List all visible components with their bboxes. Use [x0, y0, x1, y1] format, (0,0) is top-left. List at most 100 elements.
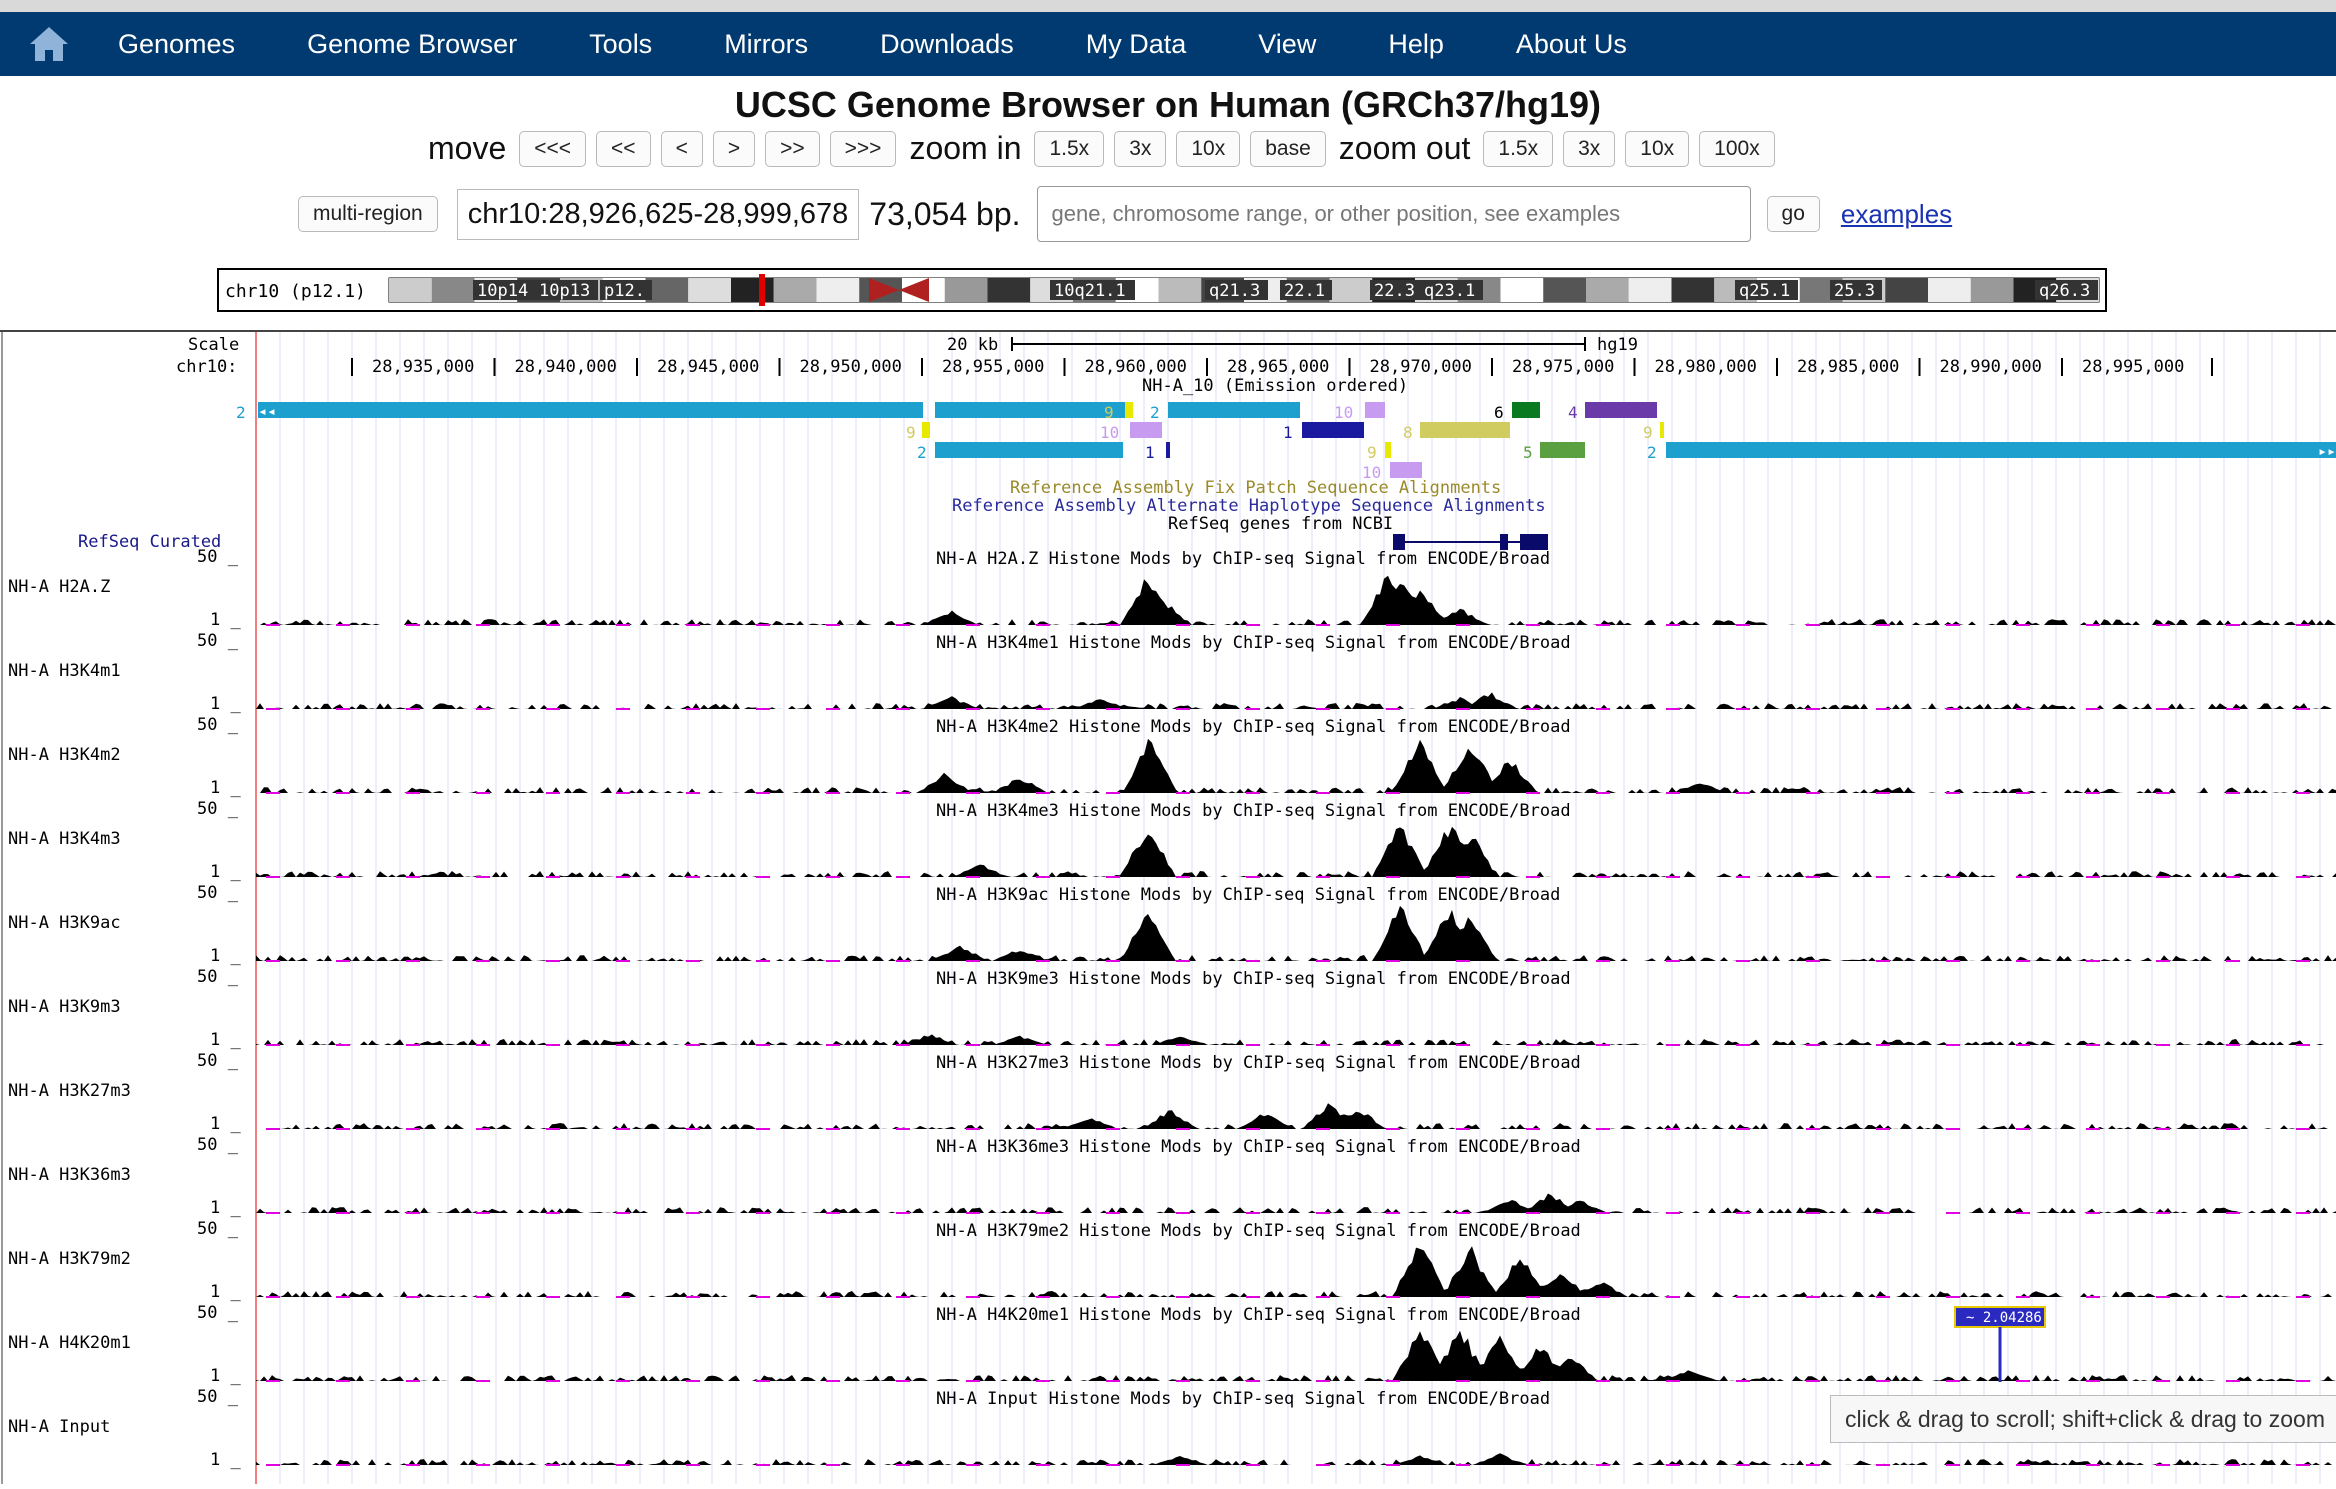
ruler-position: 28,990,000 — [1940, 357, 2042, 377]
ideogram-band-label-bg — [1205, 280, 1268, 300]
ruler-position: 28,960,000 — [1085, 357, 1187, 377]
state-segment — [1666, 442, 2336, 458]
multi-region-button[interactable]: multi-region — [298, 196, 438, 232]
ideogram-band-label: 22.1 — [1284, 281, 1325, 301]
state-number: 6 — [1494, 403, 1504, 422]
signal-track-label: NH-A H3K36m3 — [8, 1165, 131, 1185]
zoom-out-button-0[interactable]: 1.5x — [1483, 130, 1554, 167]
ideogram-band — [816, 278, 860, 302]
nav-help[interactable]: Help — [1388, 28, 1444, 59]
state-number: 1 — [1283, 423, 1293, 442]
move-button-1[interactable]: << — [596, 130, 651, 167]
signal-track-label: NH-A H4K20m1 — [8, 1333, 131, 1353]
scale-min-label: 1 _ — [210, 1030, 241, 1050]
state-number: 4 — [1568, 403, 1578, 422]
ruler-position: 28,955,000 — [942, 357, 1044, 377]
navigation-controls: move <<< << < > >> >>> zoom in 1.5x 3x 10x base … — [420, 130, 1780, 167]
nav-mirrors[interactable]: Mirrors — [724, 28, 809, 59]
state-number: 9 — [906, 423, 916, 442]
ideogram-band — [1970, 278, 2014, 302]
ideogram-band — [944, 278, 988, 302]
home-icon[interactable] — [16, 12, 82, 76]
move-button-2[interactable]: < — [660, 130, 703, 167]
top-navigation-bar: Genomes Genome Browser Tools Mirrors Downloa… — [0, 12, 2336, 76]
nav-genomes[interactable]: Genomes — [118, 28, 236, 59]
ruler-position: 28,975,000 — [1512, 357, 1614, 377]
scale-label: Scale — [188, 335, 239, 355]
ideogram-band — [1586, 278, 1629, 302]
zoom-in-button-0[interactable]: 1.5x — [1034, 130, 1105, 167]
signal-track-title: NH-A H4K20me1 Histone Mods by ChIP-seq S… — [936, 1305, 1581, 1325]
signal-track-title: NH-A H2A.Z Histone Mods by ChIP-seq Sign… — [936, 549, 1550, 569]
state-segment — [1390, 462, 1422, 478]
state-segment — [1130, 422, 1162, 438]
zoom-out-button-3[interactable]: 100x — [1699, 130, 1775, 167]
scale-min-label: 1 _ — [210, 1450, 241, 1470]
move-label: move — [428, 130, 507, 166]
ideogram-band-label-bg — [1735, 280, 1798, 300]
ruler-position: 28,950,000 — [800, 357, 902, 377]
position-display[interactable]: chr10:28,926,625-28,999,678 — [456, 188, 860, 240]
scale-min-label: 1 _ — [210, 1366, 241, 1386]
nav-about-us[interactable]: About Us — [1515, 28, 1627, 59]
zoom-in-button-1[interactable]: 3x — [1114, 130, 1167, 167]
nav-genome-browser[interactable]: Genome Browser — [307, 28, 518, 59]
move-button-3[interactable]: > — [712, 130, 756, 167]
scale-min-label: 1 _ — [210, 694, 241, 714]
nav-tools[interactable]: Tools — [589, 28, 653, 59]
position-bar: multi-region chr10:28,926,625-28,999,678… — [293, 186, 1952, 242]
state-segment — [1365, 402, 1385, 418]
signal-track-label: NH-A H3K4m3 — [8, 829, 121, 849]
refseq-side-label: RefSeq Curated — [78, 532, 221, 552]
examples-link[interactable]: examples — [1840, 198, 1953, 229]
ideogram-band — [1158, 278, 1202, 302]
state-segment — [258, 402, 923, 418]
move-button-4[interactable]: >> — [765, 130, 820, 167]
zoom-in-button-3[interactable]: base — [1250, 130, 1326, 167]
signal-track-label: NH-A H3K27m3 — [8, 1081, 131, 1101]
ruler-position: 28,995,000 — [2082, 357, 2184, 377]
move-button-0[interactable]: <<< — [519, 130, 587, 167]
signal-track-title: NH-A H3K36me3 Histone Mods by ChIP-seq S… — [936, 1137, 1581, 1157]
drag-tooltip: click & drag to scroll; shift+click & dr… — [1830, 1395, 2336, 1443]
scale-min-label: 1 _ — [210, 778, 241, 798]
scale-min-label: 1 _ — [210, 1198, 241, 1218]
go-button[interactable]: go — [1766, 196, 1820, 232]
scale-max-label: 50 _ — [197, 799, 239, 819]
search-input[interactable] — [1036, 186, 1751, 242]
ideogram-band — [987, 278, 1031, 302]
scale-max-label: 50 _ — [197, 1303, 239, 1323]
state-segment — [1302, 422, 1364, 438]
ideogram-band-label: 10p13 — [539, 281, 590, 301]
alt-haplotype-title: Reference Assembly Alternate Haplotype S… — [952, 496, 1546, 516]
zoom-in-button-2[interactable]: 10x — [1176, 130, 1241, 167]
centromere — [899, 278, 929, 302]
state-number: 10 — [1100, 423, 1119, 442]
zoom-out-button-2[interactable]: 10x — [1625, 130, 1690, 167]
signal-track-title: NH-A H3K9ac Histone Mods by ChIP-seq Sig… — [936, 885, 1560, 905]
state-segment — [1660, 422, 1664, 438]
chromosome-ideogram[interactable]: chr10 (p12.1) 10p14 10p13 p12. 10q21.1 q21.3 2… — [217, 268, 2107, 312]
signal-profile — [256, 1453, 2336, 1465]
page-title: UCSC Genome Browser on Human (GRCh37/hg1… — [734, 84, 1602, 125]
track-image[interactable]: Scale chr10: 20 kb hg19 28,935,000 28,940,000… — [0, 330, 2336, 1484]
nav-my-data[interactable]: My Data — [1085, 28, 1187, 59]
scale-max-label: 50 _ — [197, 631, 239, 651]
centromere — [869, 278, 899, 302]
signal-track-title: NH-A Input Histone Mods by ChIP-seq Sign… — [936, 1389, 1550, 1409]
state-number: 9 — [1104, 403, 1114, 422]
move-button-5[interactable]: >>> — [829, 130, 897, 167]
zoom-out-button-1[interactable]: 3x — [1563, 130, 1616, 167]
ideogram-band-label: 22.3 — [1374, 281, 1415, 301]
nav-downloads[interactable]: Downloads — [880, 28, 1014, 59]
gene-exon — [1393, 534, 1405, 550]
ideogram-position-marker — [759, 274, 765, 306]
scale-min-label: 1 _ — [210, 862, 241, 882]
signal-track-label: NH-A H3K79m2 — [8, 1249, 131, 1269]
scale-min-label: 1 _ — [210, 946, 241, 966]
ideogram-band — [645, 278, 689, 302]
nav-view[interactable]: View — [1258, 28, 1317, 59]
scale-max-label: 50 _ — [197, 883, 239, 903]
ideogram-band-label-bg — [2035, 280, 2098, 300]
state-number: 5 — [1523, 443, 1533, 462]
